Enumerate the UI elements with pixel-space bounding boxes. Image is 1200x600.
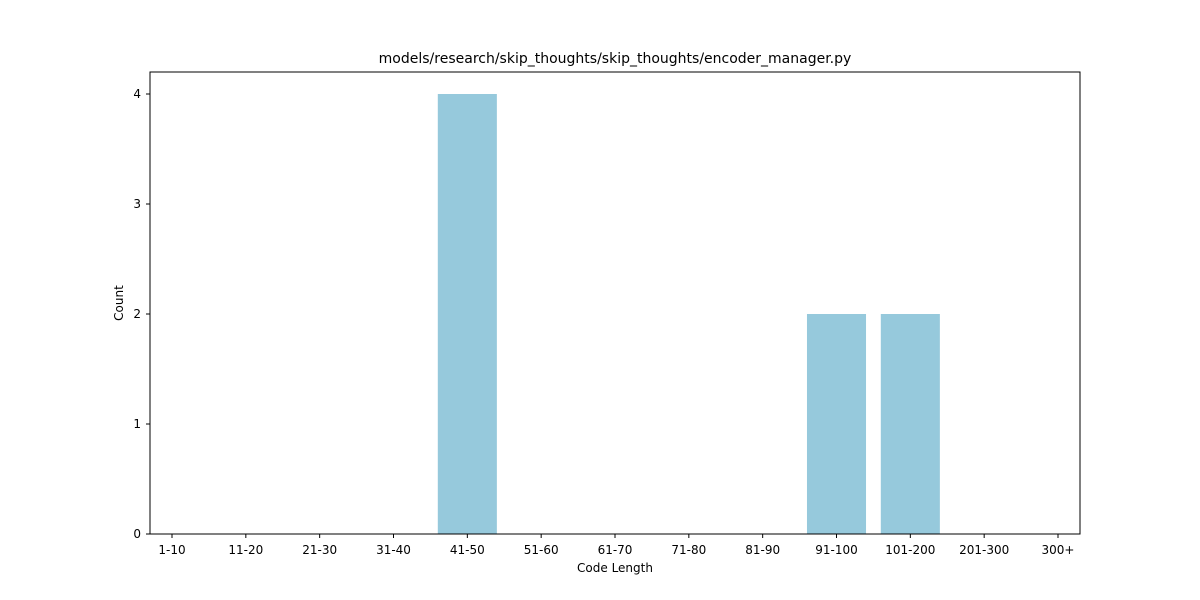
bar-91-100	[806, 314, 867, 534]
plot-frame	[149, 71, 1081, 535]
y-tick-label: 2	[133, 307, 141, 321]
x-tick-label: 61-70	[598, 543, 633, 557]
y-tick-label: 3	[133, 197, 141, 211]
x-tick-label: 81-90	[745, 543, 780, 557]
bar-41-50	[437, 94, 497, 534]
x-axis: 1-10 11-20 21-30 31-40 41-50 51-60 61-70 71-80 8…	[158, 534, 1074, 557]
chart-title: models/research/skip_thoughts/skip_thoug…	[379, 51, 852, 67]
y-tick-label: 1	[133, 417, 141, 431]
x-tick-label: 51-60	[524, 543, 559, 557]
x-tick-label: 300+	[1042, 543, 1075, 557]
y-axis: 0 1 2 3 4	[133, 87, 150, 541]
x-tick-label: 21-30	[302, 543, 337, 557]
y-tick-label: 0	[133, 527, 141, 541]
x-tick-label: 1-10	[158, 543, 185, 557]
x-tick-label: 31-40	[376, 543, 411, 557]
x-tick-label: 101-200	[885, 543, 935, 557]
bars-layer	[437, 94, 940, 534]
y-axis-label: Count	[112, 285, 126, 321]
x-tick-label: 201-300	[959, 543, 1009, 557]
y-tick-label: 4	[133, 87, 141, 101]
x-tick-label: 41-50	[450, 543, 485, 557]
x-axis-label: Code Length	[577, 561, 653, 575]
x-tick-label: 91-100	[815, 543, 858, 557]
bar-101-200	[880, 314, 940, 534]
x-tick-label: 11-20	[228, 543, 263, 557]
x-tick-label: 71-80	[671, 543, 706, 557]
